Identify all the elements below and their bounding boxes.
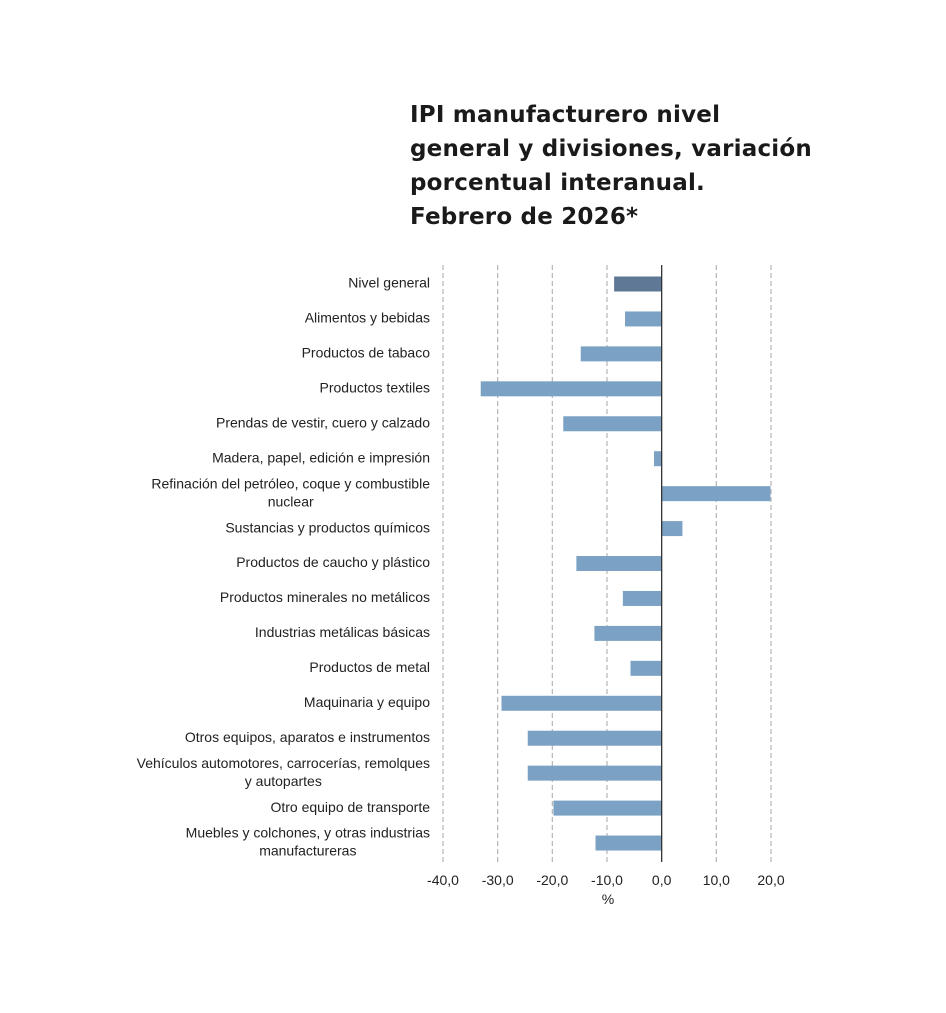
category-label: Maquinaria y equipo	[304, 694, 430, 710]
category-label: Productos de tabaco	[302, 345, 431, 361]
bar	[661, 521, 683, 537]
bar	[661, 486, 771, 502]
category-label: Productos minerales no metálicos	[220, 589, 430, 605]
category-label: Otro equipo de transporte	[270, 799, 430, 815]
category-label: Productos de metal	[309, 659, 430, 675]
bar	[576, 556, 662, 572]
category-label: Industrias metálicas básicas	[255, 624, 430, 640]
bar	[625, 311, 662, 327]
chart-title-line: IPI manufacturero nivel	[410, 102, 721, 128]
bar	[630, 660, 662, 676]
bar	[480, 381, 662, 397]
bar	[654, 451, 662, 467]
category-label: Muebles y colchones, y otras industrias m…	[186, 825, 430, 859]
bar	[501, 695, 662, 711]
bar	[563, 416, 662, 432]
category-label: Productos textiles	[320, 380, 431, 396]
bar	[594, 625, 662, 641]
x-tick-label: 10,0	[703, 872, 730, 888]
bar	[580, 346, 662, 362]
bar	[595, 835, 662, 851]
bar	[614, 276, 662, 292]
x-tick-label: -40,0	[427, 872, 459, 888]
x-tick-label: -10,0	[591, 872, 623, 888]
category-label: Prendas de vestir, cuero y calzado	[216, 414, 430, 430]
x-tick-label: -20,0	[536, 872, 568, 888]
bar	[553, 800, 662, 816]
category-label: Vehículos automotores, carrocerías, remo…	[137, 755, 430, 789]
x-axis-title: %	[602, 891, 614, 907]
x-tick-label: -30,0	[482, 872, 514, 888]
x-tick-label: 0,0	[652, 872, 672, 888]
category-label: Refinación del petróleo, coque y combust…	[151, 475, 430, 509]
category-label: Alimentos y bebidas	[305, 310, 430, 326]
bar	[527, 730, 662, 746]
chart-title-line: Febrero de 2026*	[410, 204, 639, 230]
bar	[622, 590, 662, 606]
category-label: Otros equipos, aparatos e instrumentos	[185, 729, 430, 745]
category-label: Productos de caucho y plástico	[236, 554, 430, 570]
category-label: Madera, papel, edición e impresión	[212, 449, 430, 465]
bar	[527, 765, 662, 781]
chart-title-line: general y divisiones, variación	[410, 136, 812, 162]
category-label: Nivel general	[348, 275, 430, 291]
x-tick-label: 20,0	[757, 872, 784, 888]
chart-title-line: porcentual interanual.	[410, 170, 705, 196]
category-label: Sustancias y productos químicos	[225, 519, 430, 535]
chart-title: IPI manufacturero nivel general y divisi…	[410, 98, 830, 234]
